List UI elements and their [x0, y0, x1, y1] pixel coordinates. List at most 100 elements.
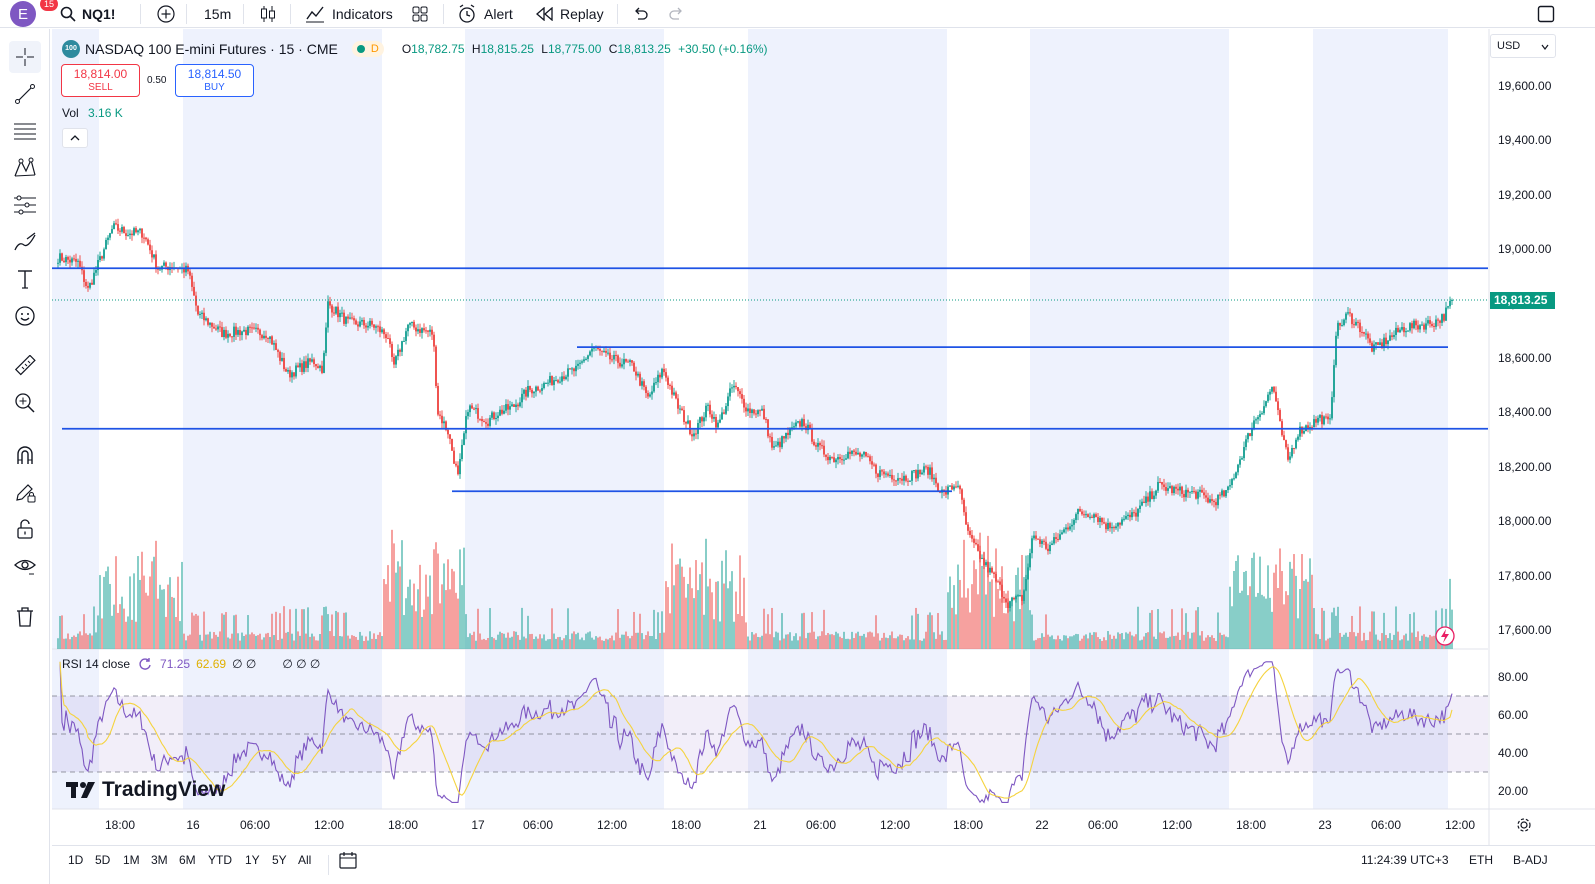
candle [665, 372, 667, 378]
measure-tool[interactable] [9, 350, 41, 382]
undo-button[interactable] [632, 0, 648, 28]
volume-bar [1071, 636, 1073, 649]
volume-bar [365, 636, 367, 649]
currency-selector[interactable]: USD [1490, 34, 1556, 58]
range-button-1d[interactable]: 1D [68, 853, 84, 867]
remove-drawings-tool[interactable] [9, 601, 41, 633]
clock-time[interactable]: 11:24:39 UTC+3 [1361, 853, 1449, 867]
interval-button[interactable]: 15m [204, 6, 232, 22]
candle [743, 398, 745, 408]
user-avatar[interactable]: E 15 [10, 0, 58, 27]
tradingview-logo[interactable]: TradingView [66, 778, 225, 802]
candle [73, 258, 75, 260]
volume-bar [1257, 592, 1259, 649]
compare-symbol-button[interactable] [157, 0, 175, 28]
candle [1333, 365, 1335, 398]
candle [1291, 447, 1293, 457]
volume-bar [1325, 640, 1327, 649]
hide-drawings-tool[interactable] [9, 550, 41, 582]
emoji-tool[interactable] [9, 300, 41, 332]
zoom-in-tool[interactable] [9, 387, 41, 419]
candle [579, 362, 581, 364]
candle [1197, 491, 1199, 499]
range-button-5y[interactable]: 5Y [272, 853, 287, 867]
range-button-ytd[interactable]: YTD [208, 853, 232, 867]
collapse-legend-button[interactable] [62, 128, 88, 148]
time-tick-label: 06:00 [1370, 818, 1402, 832]
indicators-button[interactable]: Indicators [305, 0, 393, 28]
range-button-1m[interactable]: 1M [123, 853, 140, 867]
redo-button[interactable] [669, 0, 685, 28]
volume-bar [1165, 637, 1167, 649]
candle [297, 365, 299, 368]
magnet-tool[interactable] [9, 439, 41, 471]
volume-bar [1339, 632, 1341, 649]
volume-bar [549, 639, 551, 649]
range-button-6m[interactable]: 6M [179, 853, 196, 867]
lightning-button[interactable] [1434, 625, 1456, 650]
volume-bar [911, 615, 913, 649]
trendline-tool[interactable] [9, 78, 41, 110]
buy-button[interactable]: 18,814.50 BUY [175, 64, 254, 97]
axis-settings-button[interactable] [1516, 817, 1532, 836]
range-button-5d[interactable]: 5D [95, 853, 111, 867]
volume-bar [289, 609, 291, 649]
candle [1347, 312, 1349, 314]
crosshair-tool[interactable] [9, 41, 41, 73]
adjustment-button[interactable]: B-ADJ [1513, 853, 1548, 867]
volume-bar [199, 634, 201, 649]
candle [1187, 489, 1189, 493]
rsi-label[interactable]: RSI 14 close [62, 657, 131, 671]
replay-button[interactable]: Replay [536, 0, 604, 28]
range-button-all[interactable]: All [298, 853, 312, 867]
volume-bar [1369, 631, 1371, 649]
chart-area[interactable]: 100 NASDAQ 100 E-mini Futures · 15 · CME… [52, 29, 1595, 884]
volume-bar [847, 638, 849, 649]
volume-bar [469, 633, 471, 649]
candle [447, 429, 449, 435]
candle [271, 336, 273, 345]
lock-drawings-tool[interactable] [9, 513, 41, 545]
symbol-search-button[interactable]: NQ1! [60, 0, 115, 28]
pattern-tool[interactable] [9, 152, 41, 184]
price-chart[interactable] [52, 29, 1595, 845]
candle [1123, 518, 1125, 520]
alert-icon [459, 4, 475, 23]
volume-bar [187, 635, 189, 649]
candle [1219, 494, 1221, 496]
candle [1299, 426, 1301, 437]
volume-bar [1153, 636, 1155, 649]
sell-button[interactable]: 18,814.00 SELL [61, 64, 140, 97]
candle [1345, 313, 1347, 320]
chart-type-button[interactable] [259, 0, 277, 28]
symbol-title[interactable]: NASDAQ 100 E-mini Futures · 15 · CME [85, 41, 338, 57]
market-status-dot [356, 45, 365, 53]
volume-bar [1211, 635, 1213, 649]
brush-tool[interactable] [9, 226, 41, 258]
candle [1441, 314, 1443, 323]
stay-in-drawing-mode-tool[interactable] [9, 476, 41, 508]
forecast-tool[interactable] [9, 189, 41, 221]
volume-bar [539, 634, 541, 649]
text-tool[interactable] [9, 263, 41, 295]
fullscreen-button[interactable] [1537, 0, 1555, 28]
volume-bar [1011, 596, 1013, 649]
candle [489, 417, 491, 426]
volume-bar [463, 547, 465, 649]
range-button-1y[interactable]: 1Y [245, 853, 260, 867]
candle [225, 329, 227, 338]
candle [233, 326, 235, 337]
goto-date-button[interactable] [338, 851, 358, 872]
market-status-badge[interactable]: D [351, 41, 384, 57]
session-button[interactable]: ETH [1469, 853, 1493, 867]
horizontal-lines-tool[interactable] [9, 115, 41, 147]
open-label: O [401, 42, 412, 56]
volume-bar [713, 619, 715, 649]
volume-bar [259, 633, 261, 649]
indicators-label: Indicators [332, 6, 393, 22]
candle [389, 338, 391, 345]
range-button-3m[interactable]: 3M [151, 853, 168, 867]
templates-button[interactable] [411, 0, 429, 28]
candle [1177, 488, 1179, 491]
alert-button[interactable]: Alert [457, 0, 513, 28]
